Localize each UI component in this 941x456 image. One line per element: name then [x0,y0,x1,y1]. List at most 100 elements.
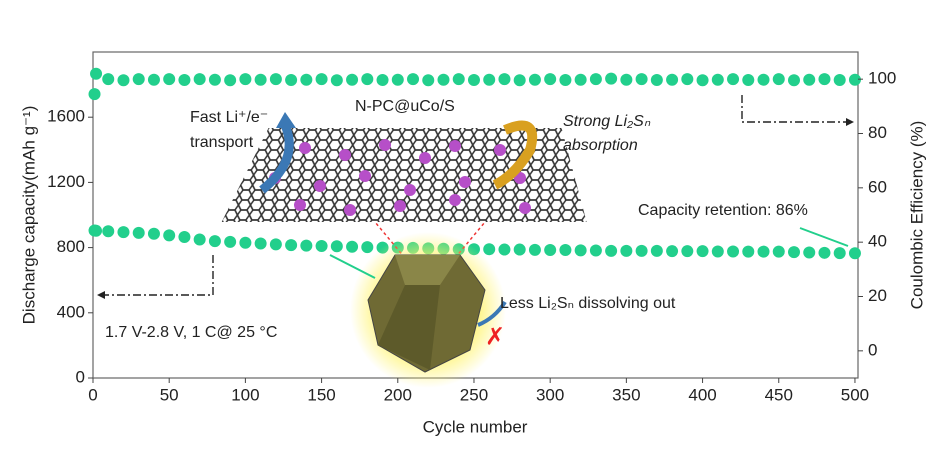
point [681,73,694,86]
point [818,246,831,259]
point [163,73,176,86]
point [88,88,101,101]
point [285,239,298,252]
point [147,227,160,240]
point [513,243,526,256]
point [727,73,740,86]
x-tick-label: 350 [612,385,640,404]
point [787,74,800,87]
point [605,244,618,257]
annotation: Fast Li⁺/e⁻ [190,109,268,126]
point [391,73,404,86]
point [315,73,328,86]
point [833,247,846,260]
point [848,73,861,86]
point [666,73,679,86]
point [650,244,663,257]
point [696,245,709,258]
point [742,73,755,86]
x-tick-label: 200 [384,385,412,404]
illustration: ✗ [97,95,854,388]
point [848,247,861,260]
y2-axis-title: Coulombic Efficiency (%) [907,121,926,310]
point [818,73,831,86]
point [208,235,221,248]
point [635,73,648,86]
point [498,73,511,86]
cross: ✗ [485,323,505,350]
point [330,74,343,87]
point [635,244,648,257]
annotation: Less Li₂Sₙ dissolving out [500,295,676,312]
point [772,73,785,86]
point [452,73,465,86]
x-tick-label: 150 [307,385,335,404]
point [178,231,191,244]
point [361,73,374,86]
point [285,73,298,86]
point [346,240,359,253]
annotation: Capacity retention: 86% [638,202,808,219]
point [711,245,724,258]
point [620,244,633,257]
point [224,74,237,87]
y2-tick-label: 20 [868,286,887,305]
point [193,233,206,246]
x-tick-label: 500 [841,385,869,404]
x-tick-label: 100 [231,385,259,404]
y-tick-label: 1600 [47,107,85,126]
x-tick-label: 300 [536,385,564,404]
point [589,244,602,257]
y2-tick-label: 60 [868,177,887,196]
point [498,243,511,256]
pointer [799,227,849,247]
point [422,74,435,87]
transport-arrow [259,123,294,194]
y2-tick-label: 40 [868,232,887,251]
point [833,73,846,86]
point [528,73,541,86]
point [711,73,724,86]
x-tick-label: 450 [765,385,793,404]
point [544,244,557,257]
point [620,73,633,86]
point [269,73,282,86]
point [696,74,709,87]
axis-arrow-right [741,95,850,123]
annotation: absorption [563,137,638,154]
annotation: 1.7 V-2.8 V, 1 C@ 25 °C [105,324,277,341]
point [254,237,267,250]
point [330,240,343,253]
point [132,73,145,86]
point [208,73,221,86]
y2-tick-label: 0 [868,340,877,359]
point [90,224,103,237]
point [90,67,103,80]
point [102,225,115,238]
point [757,245,770,258]
point [650,73,663,86]
point [163,229,176,242]
point [132,226,145,239]
point [605,72,618,85]
point [239,236,252,249]
point [757,73,770,86]
point [407,73,420,86]
point [147,73,160,86]
annotation: transport [190,134,254,151]
y-tick-label: 400 [57,302,85,321]
point [772,245,785,258]
x-tick-label: 0 [88,385,97,404]
point [803,246,816,259]
point [742,245,755,258]
point [178,73,191,86]
point [727,245,740,258]
point [559,244,572,257]
point [102,73,115,86]
point [787,246,800,259]
point [574,73,587,86]
point [666,245,679,258]
point [224,235,237,248]
point [467,73,480,86]
